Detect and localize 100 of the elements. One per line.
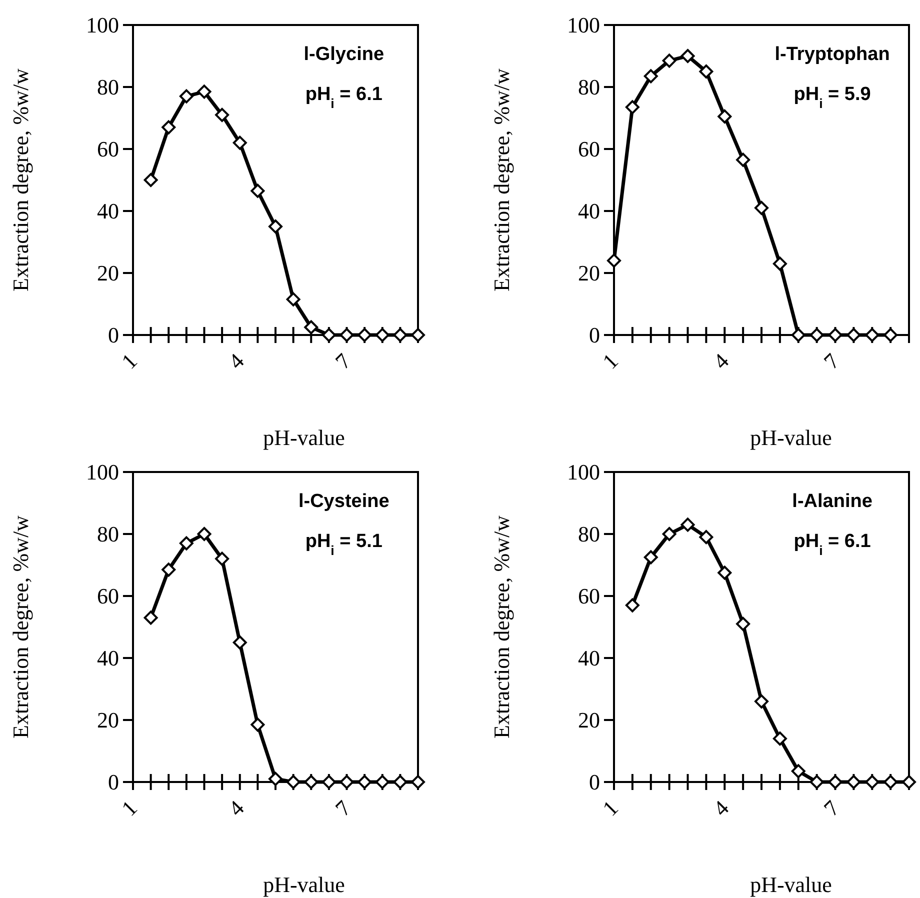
point xyxy=(884,328,898,342)
y-axis-title: Extraction degree, %w/w xyxy=(8,68,33,292)
y-tick-label: 40 xyxy=(578,198,600,224)
point xyxy=(179,89,194,104)
annotation: l-Alanine xyxy=(792,491,872,512)
point xyxy=(865,775,880,789)
point xyxy=(286,775,300,789)
y-tick-label: 20 xyxy=(578,260,600,286)
point xyxy=(772,256,787,271)
y-tick-label: 80 xyxy=(97,74,119,100)
x-tick-label: 7 xyxy=(818,348,844,374)
point xyxy=(162,120,176,134)
point xyxy=(304,320,318,334)
point xyxy=(699,64,714,78)
y-tick-label: 60 xyxy=(97,136,119,162)
y-tick-label: 60 xyxy=(578,584,600,609)
x-tick-label: 7 xyxy=(818,795,844,821)
y-tick-label: 100 xyxy=(567,12,600,38)
point xyxy=(162,562,176,577)
point xyxy=(680,49,695,63)
point xyxy=(286,292,300,306)
x-tick-label: 1 xyxy=(116,348,142,374)
point xyxy=(215,552,230,566)
y-tick-label: 80 xyxy=(97,522,119,547)
point xyxy=(250,184,265,198)
point xyxy=(197,527,212,541)
point xyxy=(699,530,714,544)
point xyxy=(810,775,824,789)
point xyxy=(197,84,212,99)
point xyxy=(144,173,158,187)
y-tick-label: 80 xyxy=(578,74,600,100)
point xyxy=(625,598,640,612)
x-axis-title: pH-value xyxy=(263,872,345,897)
point xyxy=(662,527,676,541)
y-axis-title: Extraction degree, %w/w xyxy=(489,515,514,738)
y-tick-label: 20 xyxy=(97,260,119,286)
y-tick-label: 0 xyxy=(589,770,600,795)
point xyxy=(179,536,194,550)
annotation: pH$_{i}$ = 6.1 xyxy=(794,531,872,558)
point xyxy=(411,328,425,342)
point xyxy=(718,566,732,580)
point xyxy=(791,328,806,342)
point xyxy=(754,200,768,215)
y-tick-label: 20 xyxy=(578,708,600,733)
point xyxy=(884,775,898,789)
point xyxy=(718,109,732,124)
x-tick-label: 1 xyxy=(598,795,623,821)
y-axis-title: Extraction degree, %w/w xyxy=(489,68,514,292)
point xyxy=(607,254,621,268)
y-tick-label: 40 xyxy=(97,198,119,224)
y-tick-label: 80 xyxy=(578,522,600,547)
x-axis-title: pH-value xyxy=(750,872,832,897)
annotation: pH$_{i}$ = 5.9 xyxy=(794,84,871,110)
y-tick-label: 100 xyxy=(86,460,119,485)
point xyxy=(810,328,824,342)
point xyxy=(754,694,768,708)
y-tick-label: 20 xyxy=(97,708,119,733)
annotation: l-Tryptophan xyxy=(774,44,890,65)
point xyxy=(736,152,750,167)
point xyxy=(828,328,842,342)
x-tick-label: 1 xyxy=(116,795,142,821)
point xyxy=(662,54,676,68)
point xyxy=(375,328,390,342)
y-tick-label: 0 xyxy=(108,322,119,348)
y-tick-label: 60 xyxy=(578,136,600,162)
point xyxy=(772,732,787,746)
x-tick-label: 7 xyxy=(330,348,356,374)
x-tick-label: 4 xyxy=(223,795,249,821)
annotation: pH$_{i}$ = 6.1 xyxy=(305,84,383,110)
point xyxy=(411,775,425,789)
x-tick-label: 4 xyxy=(223,348,249,374)
y-tick-label: 40 xyxy=(97,646,119,671)
point xyxy=(232,636,247,650)
point xyxy=(322,775,336,789)
x-tick-label: 4 xyxy=(708,348,734,374)
y-tick-label: 0 xyxy=(108,770,119,795)
x-tick-label: 1 xyxy=(598,348,623,374)
x-tick-label: 7 xyxy=(330,795,356,821)
point xyxy=(144,610,158,625)
point xyxy=(625,100,640,114)
annotation: l-Glycine xyxy=(304,44,384,65)
point xyxy=(736,616,750,631)
y-tick-label: 40 xyxy=(578,646,600,671)
annotation: l-Cysteine xyxy=(298,491,390,512)
point xyxy=(644,69,658,84)
point xyxy=(393,775,408,789)
point xyxy=(268,772,282,786)
point xyxy=(902,775,916,789)
point xyxy=(680,518,695,532)
point xyxy=(215,108,230,122)
point xyxy=(268,220,282,234)
point xyxy=(340,328,354,342)
point xyxy=(393,328,408,342)
point xyxy=(846,775,861,789)
y-axis-title: Extraction degree, %w/w xyxy=(8,515,33,738)
point xyxy=(358,328,372,342)
point xyxy=(232,136,247,150)
x-axis-title: pH-value xyxy=(263,425,345,450)
y-tick-label: 100 xyxy=(86,12,119,38)
point xyxy=(865,328,880,342)
